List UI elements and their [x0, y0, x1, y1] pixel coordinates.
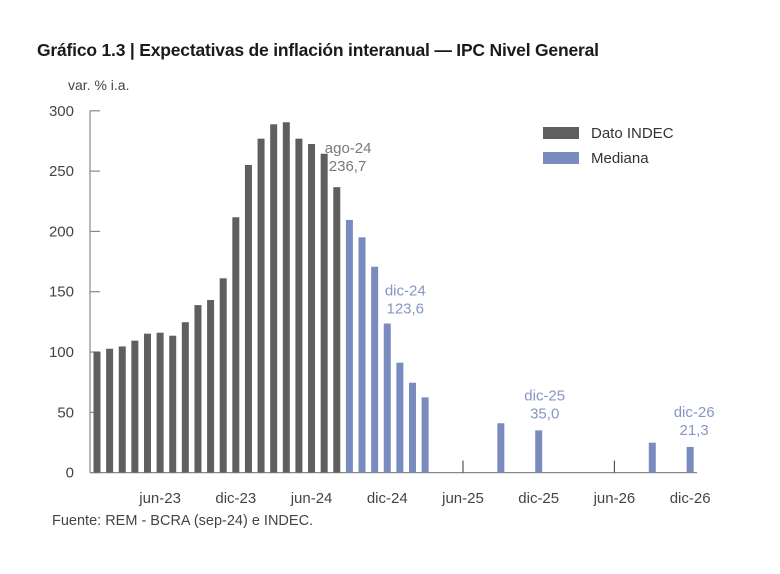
bar-dato-indec-ago-24 — [333, 187, 341, 473]
annotation-period: dic-26 — [674, 404, 715, 421]
bar-dato-indec-feb-23 — [106, 348, 114, 473]
bar-mediana-ene-25 — [396, 362, 404, 473]
bar-dato-indec-feb-24 — [257, 138, 265, 473]
y-tick-label: 50 — [57, 404, 74, 421]
annotation-value: 236,7 — [329, 158, 367, 175]
x-tick-label: dic-23 — [215, 490, 256, 507]
x-tick-label: dic-25 — [518, 490, 559, 507]
legend-label-dato-indec: Dato INDEC — [591, 125, 674, 142]
annotation-period: dic-25 — [524, 387, 565, 404]
bar-mediana-sep-26 — [648, 442, 656, 473]
legend: Dato INDEC Mediana — [543, 125, 674, 167]
chart-title: Gráfico 1.3 | Expectativas de inflación … — [37, 40, 599, 60]
annotation-period: dic-24 — [385, 283, 426, 300]
bar-dato-indec-mar-23 — [118, 346, 126, 473]
bar-dato-indec-dic-23 — [232, 217, 240, 473]
bar-dato-indec-may-23 — [143, 333, 151, 473]
bar-mediana-nov-24 — [371, 266, 379, 473]
annotation-period: ago-24 — [325, 140, 372, 157]
bar-dato-indec-oct-23 — [207, 300, 215, 473]
x-tick-label: jun-25 — [441, 490, 484, 507]
bar-dato-indec-nov-23 — [219, 278, 227, 473]
bar-dato-indec-sep-23 — [194, 305, 202, 473]
y-tick-label: 0 — [66, 465, 74, 482]
bar-dato-indec-ago-23 — [181, 322, 189, 473]
y-tick-label: 100 — [49, 344, 74, 361]
x-tick-label: dic-24 — [367, 490, 408, 507]
bar-mediana-dic-25 — [535, 430, 543, 473]
y-tick-label: 250 — [49, 163, 74, 180]
bars-group — [93, 122, 694, 473]
legend-swatch-dato-indec — [543, 127, 579, 139]
x-tick-label: jun-24 — [290, 490, 333, 507]
bar-mediana-feb-25 — [409, 382, 416, 473]
annotation-value: 35,0 — [530, 405, 559, 422]
y-tick-label: 150 — [49, 284, 74, 301]
bar-mediana-dic-24 — [383, 323, 391, 473]
annotation-value: 21,3 — [680, 422, 709, 439]
legend-swatch-mediana — [543, 152, 579, 164]
y-axis: 0 50 100 150 200 250 300 — [49, 103, 100, 482]
bar-mediana-sep-25 — [497, 423, 505, 473]
bar-mediana-sep-24 — [345, 219, 353, 473]
bar-dato-indec-jul-24 — [320, 153, 328, 473]
bar-dato-indec-ene-24 — [244, 164, 252, 473]
bar-dato-indec-mar-24 — [270, 124, 278, 473]
y-axis-unit-label: var. % i.a. — [68, 77, 130, 93]
x-tick-label: jun-23 — [138, 490, 181, 507]
bar-mediana-dic-26 — [686, 446, 694, 473]
y-tick-label: 200 — [49, 223, 74, 240]
bar-dato-indec-abr-23 — [131, 340, 139, 473]
y-tick-label: 300 — [49, 103, 74, 120]
annotation-value: 123,6 — [386, 301, 424, 318]
legend-label-mediana: Mediana — [591, 150, 649, 167]
bar-dato-indec-jun-23 — [156, 332, 164, 473]
x-tick-label: dic-26 — [670, 490, 711, 507]
bar-dato-indec-jul-23 — [169, 335, 177, 473]
bar-dato-indec-may-24 — [295, 138, 303, 473]
bar-dato-indec-jun-24 — [308, 143, 316, 473]
bar-dato-indec-ene-23 — [93, 351, 101, 473]
bar-dato-indec-abr-24 — [282, 122, 290, 473]
x-tick-label: jun-26 — [593, 490, 636, 507]
bar-mediana-mar-25 — [421, 397, 429, 473]
bar-mediana-oct-24 — [358, 237, 366, 473]
source-note: Fuente: REM - BCRA (sep-24) e INDEC. — [52, 513, 314, 529]
